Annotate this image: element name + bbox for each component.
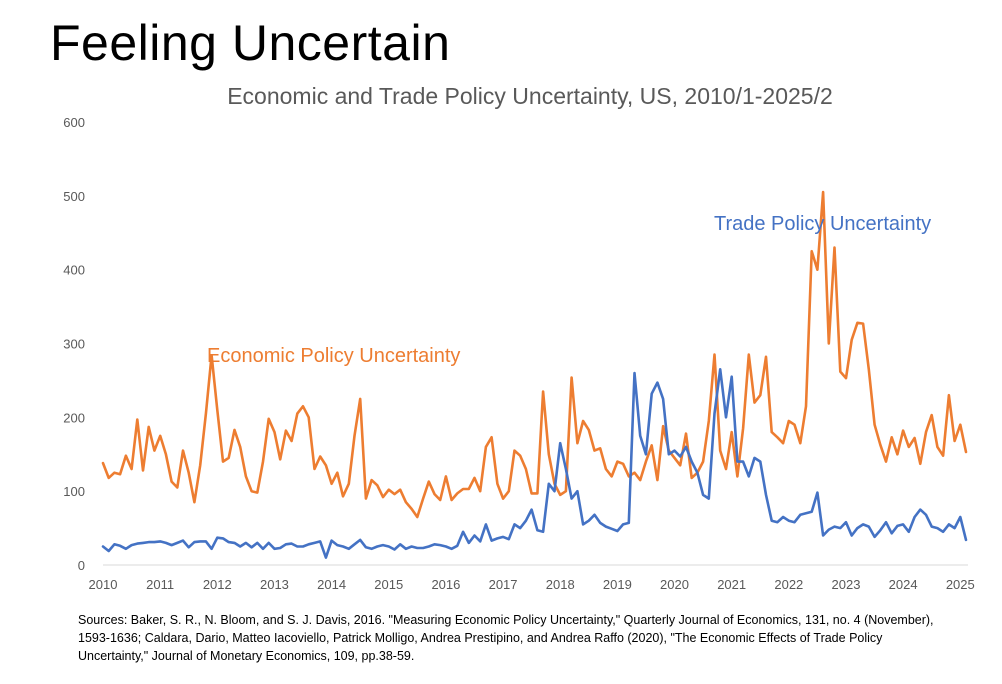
y-axis: 0 100 200 300 400 500 600: [63, 115, 85, 573]
y-tick-label: 200: [63, 410, 85, 425]
series-label-economic-policy-uncertainty: Economic Policy Uncertainty: [207, 345, 460, 367]
x-tick-label: 2012: [203, 577, 232, 592]
x-tick-label: 2015: [374, 577, 403, 592]
x-tick-label: 2017: [489, 577, 518, 592]
y-tick-label: 400: [63, 263, 85, 278]
x-tick-label: 2021: [717, 577, 746, 592]
sources-line-1: Sources: Baker, S. R., N. Bloom, and S. …: [78, 613, 934, 627]
x-tick-label: 2022: [774, 577, 803, 592]
y-tick-label: 0: [78, 558, 85, 573]
x-tick-label: 2023: [832, 577, 861, 592]
sources-note: Sources: Baker, S. R., N. Bloom, and S. …: [78, 611, 993, 665]
chart-title: Economic and Trade Policy Uncertainty, U…: [227, 83, 833, 109]
series-line-trade-policy-uncertainty: [101, 368, 968, 559]
y-tick-label: 600: [63, 115, 85, 130]
slide-title: Feeling Uncertain: [50, 15, 451, 71]
sources-line-3: Uncertainty," Journal of Monetary Econom…: [78, 649, 415, 663]
x-tick-label: 2014: [317, 577, 346, 592]
x-tick-label: 2011: [146, 577, 174, 592]
x-tick-label: 2016: [431, 577, 460, 592]
x-tick-label: 2018: [546, 577, 575, 592]
x-axis: 2010 2011 2012 2013 2014 2015 2016 2017 2018 2019…: [89, 577, 975, 592]
x-tick-label: 2025: [946, 577, 975, 592]
y-tick-label: 500: [63, 189, 85, 204]
x-tick-label: 2020: [660, 577, 689, 592]
x-tick-label: 2013: [260, 577, 289, 592]
x-tick-label: 2010: [89, 577, 118, 592]
sources-line-2: 1593-1636; Caldara, Dario, Matteo Iacovi…: [78, 631, 883, 645]
series-line-economic-policy-uncertainty: [101, 190, 968, 519]
x-tick-label: 2019: [603, 577, 632, 592]
series-label-trade-policy-uncertainty: Trade Policy Uncertainty: [714, 213, 931, 235]
x-tick-label: 2024: [889, 577, 918, 592]
y-tick-label: 300: [63, 337, 85, 352]
y-tick-label: 100: [63, 484, 85, 499]
series-group: [101, 190, 968, 559]
